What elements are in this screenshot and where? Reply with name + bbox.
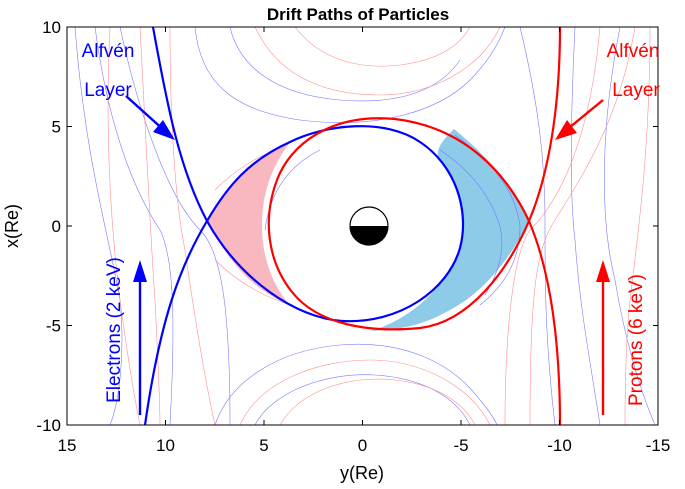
x-tick-label: 15 [58, 436, 77, 455]
electron-direction-arrow [133, 260, 147, 415]
x-tick-label: -5 [453, 436, 468, 455]
y-tick-label: 0 [52, 217, 61, 236]
proton-direction-arrow [596, 260, 610, 415]
x-axis-label: y(Re) [340, 463, 384, 483]
x-tick-label: 10 [156, 436, 175, 455]
electron-drift-lines [74, 27, 656, 425]
x-tick-label: -15 [646, 436, 671, 455]
plot-area [74, 27, 656, 425]
x-tick-label: 5 [259, 436, 268, 455]
x-tick-label: -10 [547, 436, 572, 455]
chart-title: Drift Paths of Particles [267, 5, 449, 24]
alfven-layer-label-left: Alfvén [82, 41, 135, 62]
y-tick-label: 5 [52, 118, 61, 137]
x-tick-label: 0 [358, 436, 367, 455]
x-tick-labels: 15 10 5 0 -5 -10 -15 [58, 436, 671, 455]
alfven-layer-label-right-2: Layer [612, 80, 660, 101]
x-ticks [66, 27, 659, 425]
y-axis-label: x(Re) [2, 204, 22, 248]
alfven-arrow-right [555, 99, 604, 140]
electron-only-region [207, 142, 290, 305]
y-ticks [67, 26, 658, 426]
alfven-layer-label-right: Alfvén [607, 41, 660, 62]
y-tick-label: -10 [36, 416, 61, 435]
electron-alfven-layer [143, 27, 465, 425]
alfven-layer-label-left-2: Layer [84, 80, 132, 101]
y-tick-label: -5 [46, 317, 61, 336]
earth-night-side [350, 226, 388, 245]
electrons-label: Electrons (2 keV) [104, 257, 125, 403]
proton-only-region [370, 129, 529, 331]
alfven-arrow-left [125, 95, 175, 140]
protons-label: Protons (6 keV) [626, 274, 647, 406]
y-tick-label: 10 [42, 18, 61, 37]
y-tick-labels: 10 5 0 -5 -10 [36, 18, 61, 435]
proton-alfven-layer [267, 27, 562, 425]
